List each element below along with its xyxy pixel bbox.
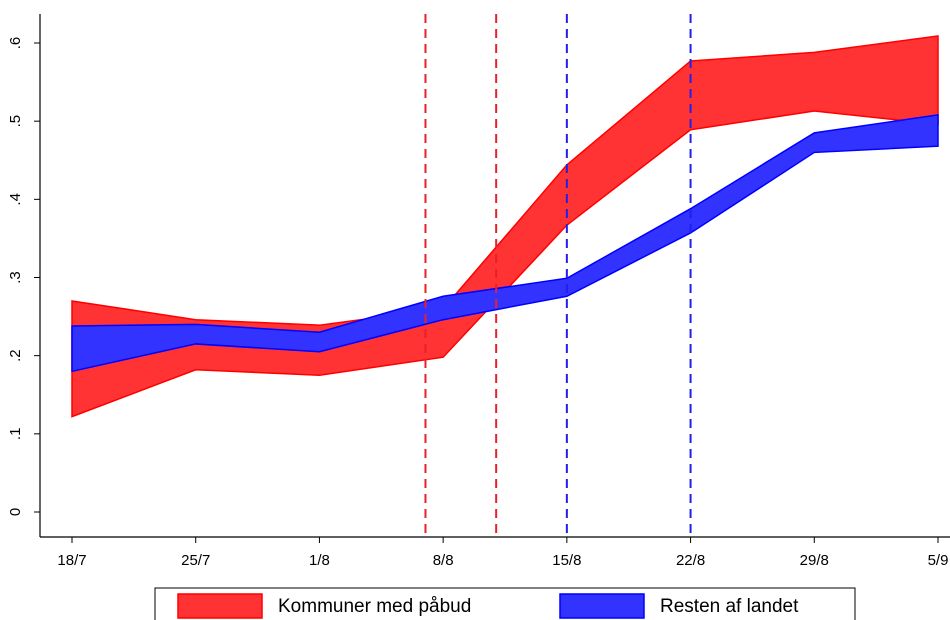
legend-frame: [154, 587, 856, 620]
band: [71, 114, 939, 373]
x-tick-label: 15/8: [552, 552, 581, 569]
x-tick-label: 25/7: [181, 552, 210, 569]
y-tick-label: 0: [7, 508, 24, 516]
x-tick-label: 8/8: [433, 552, 454, 569]
y-tick-label: .2: [7, 349, 24, 362]
x-tick-label: 18/7: [57, 552, 86, 569]
x-tick-label: 1/8: [309, 552, 330, 569]
legend-swatch: [559, 593, 645, 619]
y-tick-label: .6: [7, 37, 24, 50]
legend: Kommuner med påbud Resten af landet: [154, 587, 856, 620]
y-tick-label: .3: [7, 271, 24, 284]
x-tick-label: 29/8: [800, 552, 829, 569]
y-tick-label: .5: [7, 115, 24, 128]
band: [71, 35, 939, 418]
legend-label: Resten af landet: [660, 596, 799, 617]
x-tick-label: 5/9: [928, 552, 949, 569]
y-tick-label: .4: [7, 193, 24, 206]
legend-swatch: [177, 593, 263, 619]
y-tick-label: .1: [7, 428, 24, 441]
x-tick-label: 22/8: [676, 552, 705, 569]
legend-label: Kommuner med påbud: [278, 596, 471, 617]
